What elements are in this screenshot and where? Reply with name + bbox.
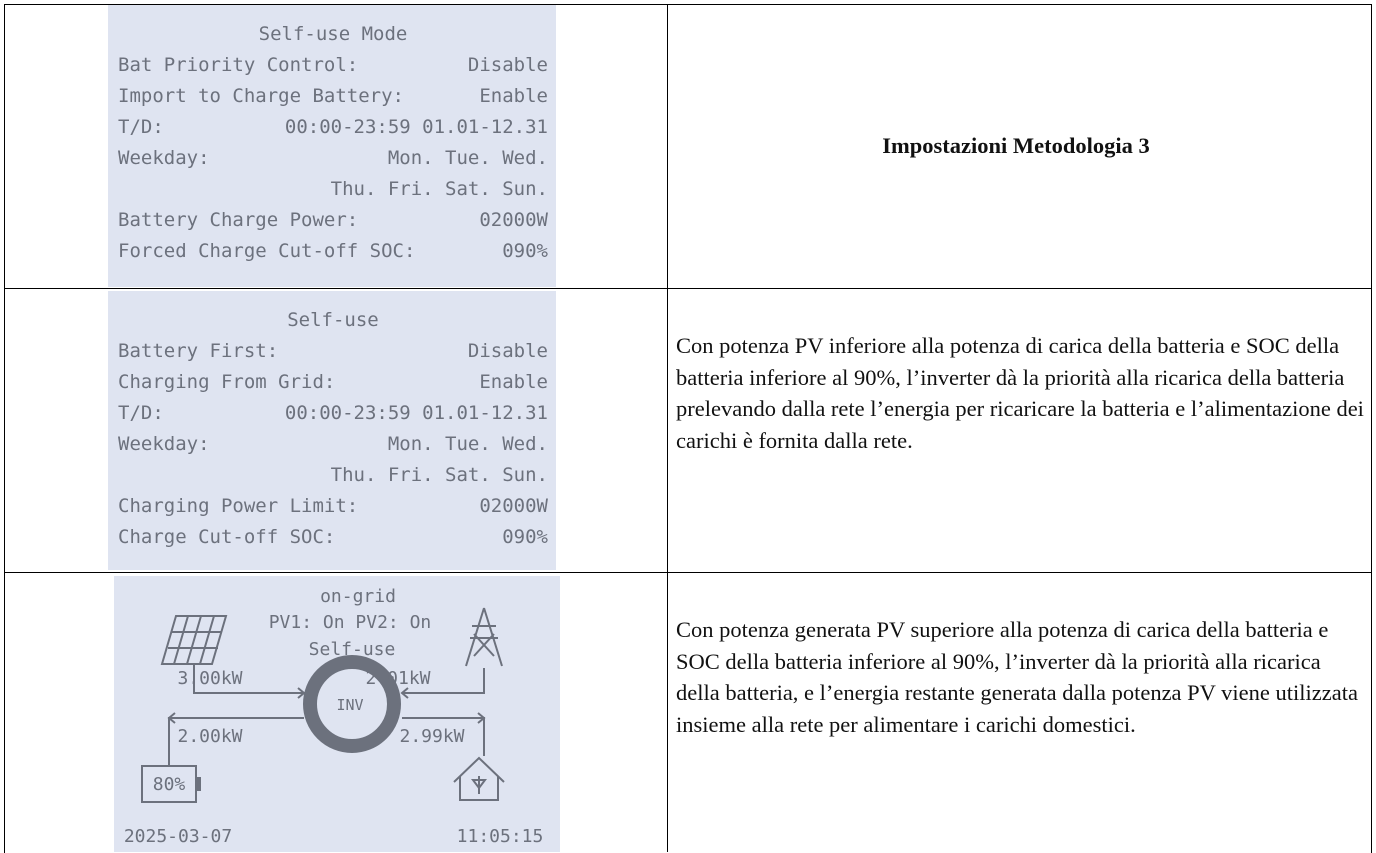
screen-line: Charge Cut-off SOC: 090% — [118, 522, 548, 553]
lcd-background — [114, 576, 560, 852]
row-rule — [4, 288, 1372, 289]
screen-line: Bat Priority Control: Disable — [118, 50, 548, 81]
pv-arrow — [193, 664, 306, 699]
setting-label: Charge Cut-off SOC: — [118, 526, 336, 548]
screen-line: Thu. Fri. Sat. Sun. — [118, 174, 548, 205]
column-rule — [667, 4, 668, 852]
work-mode: Self-use — [309, 639, 396, 660]
screen-line: Forced Charge Cut-off SOC: 090% — [118, 236, 548, 267]
setting-value: Mon. Tue. Wed. — [387, 147, 548, 169]
battery-soc: 80% — [153, 774, 186, 795]
inverter-ring — [303, 655, 401, 753]
description: Con potenza PV inferiore alla potenza di… — [676, 333, 1364, 453]
house-icon — [453, 756, 505, 801]
setting-label: Battery Charge Power: — [118, 209, 359, 231]
lcd-screen: Self-use Mode Bat Priority Control: Disabl… — [108, 5, 556, 287]
description: Con potenza generata PV superiore alla p… — [676, 617, 1358, 737]
screen-line: Charging Power Limit: 02000W — [118, 491, 548, 522]
battery-tip — [195, 777, 201, 791]
screen-line: Weekday: Mon. Tue. Wed. — [118, 429, 548, 460]
time: 11:05:15 — [457, 826, 544, 847]
icons — [141, 607, 505, 803]
setting-value: Thu. Fri. Sat. Sun. — [330, 464, 548, 486]
tower-icon — [465, 607, 503, 667]
setting-label: T/D: — [118, 116, 164, 138]
setting-label: Charging From Grid: — [118, 371, 336, 393]
setting-value: 090% — [502, 526, 548, 548]
grid-power: 2.01kW — [365, 668, 430, 689]
screen-line: Battery Charge Power: 02000W — [118, 205, 548, 236]
load-arrow — [402, 712, 486, 756]
screen-line: T/D: 00:00-23:59 01.01-12.31 — [118, 112, 548, 143]
screen-line: Weekday: Mon. Tue. Wed. — [118, 143, 548, 174]
setting-value: 090% — [502, 240, 548, 262]
date: 2025-03-07 — [124, 826, 232, 847]
screen-line: Thu. Fri. Sat. Sun. — [118, 460, 548, 491]
screen-line: Battery First: Disable — [118, 336, 548, 367]
setting-label: Battery First: — [118, 340, 279, 362]
setting-label: Charging Power Limit: — [118, 495, 359, 517]
heading: Impostazioni Metodologia 3 — [882, 133, 1150, 158]
screen-title: Self-use — [287, 309, 379, 331]
setting-value: Disable — [467, 340, 548, 362]
setting-label: Bat Priority Control: — [118, 54, 359, 76]
setting-value: Mon. Tue. Wed. — [387, 433, 548, 455]
screen-line: Import to Charge Battery: Enable — [118, 81, 548, 112]
setting-value: Enable — [479, 371, 548, 393]
setting-value: 02000W — [479, 495, 548, 517]
setting-label: T/D: — [118, 402, 164, 424]
setting-label: Weekday: — [118, 147, 210, 169]
setting-label: Import to Charge Battery: — [118, 85, 404, 107]
screen-line: T/D: 00:00-23:59 01.01-12.31 — [118, 398, 548, 429]
setting-value: Disable — [467, 54, 548, 76]
pv-status: PV1: On PV2: On — [269, 612, 432, 633]
lcd-diagram: on-grid PV1: On PV2: On Self-use 3.00kW … — [114, 576, 560, 852]
setting-value: Thu. Fri. Sat. Sun. — [330, 178, 548, 200]
lcd-screen: Self-use Battery First: Disable Charging Fr… — [108, 291, 556, 570]
setting-value: 00:00-23:59 01.01-12.31 — [284, 402, 548, 424]
screen-line: Charging From Grid: Enable — [118, 367, 548, 398]
screen-title: Self-use Mode — [258, 23, 408, 45]
battery-arrow — [167, 712, 304, 766]
table-frame — [4, 4, 1372, 853]
setting-value: Enable — [479, 85, 548, 107]
load-power: 2.99kW — [399, 726, 464, 747]
row-rule — [4, 572, 1372, 573]
inverter-label: INV — [336, 696, 363, 714]
setting-label: Weekday: — [118, 433, 210, 455]
pv-power: 3.00kW — [177, 668, 242, 689]
solar-icon — [160, 615, 228, 665]
mode: on-grid — [320, 586, 396, 607]
grid-arrow — [400, 668, 485, 699]
setting-value: 02000W — [479, 209, 548, 231]
setting-label: Forced Charge Cut-off SOC: — [118, 240, 416, 262]
battery-power: 2.00kW — [177, 726, 242, 747]
setting-value: 00:00-23:59 01.01-12.31 — [284, 116, 548, 138]
